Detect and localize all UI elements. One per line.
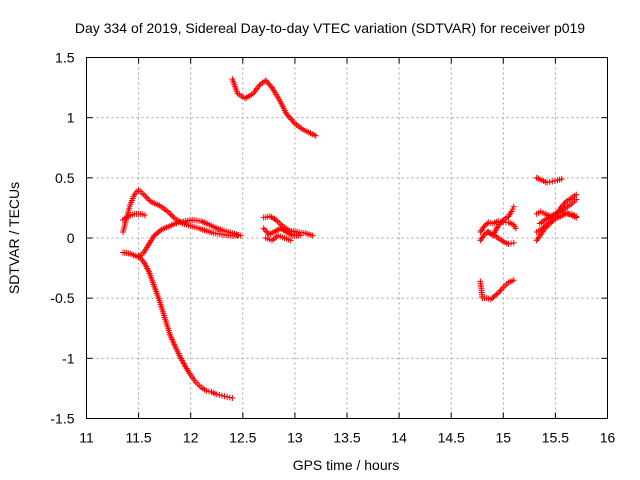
data-point xyxy=(508,240,515,247)
data-point xyxy=(205,388,212,395)
data-point xyxy=(267,83,274,90)
data-point xyxy=(262,77,269,84)
data-point xyxy=(145,196,152,203)
data-point xyxy=(573,191,580,198)
data-point xyxy=(157,227,164,234)
data-point xyxy=(494,290,501,297)
data-point xyxy=(221,393,228,400)
y-tick-label: -1.5 xyxy=(50,411,74,427)
grid xyxy=(86,57,608,419)
y-tick-label: 0 xyxy=(67,230,75,246)
x-tick-label: 12.5 xyxy=(229,430,256,446)
data-point xyxy=(141,212,148,219)
data-point xyxy=(290,119,297,126)
y-tick-label: -0.5 xyxy=(50,290,74,306)
data-point xyxy=(265,80,272,87)
data-point xyxy=(510,277,517,284)
data-point xyxy=(560,209,567,216)
data-point xyxy=(549,178,556,185)
x-tick-label: 11 xyxy=(79,430,94,446)
data-point xyxy=(557,208,564,215)
data-point xyxy=(546,179,553,186)
data-point xyxy=(229,395,236,402)
data-point xyxy=(167,211,174,218)
data-point xyxy=(170,214,177,221)
data-point xyxy=(510,203,517,210)
data-point xyxy=(142,193,149,200)
data-point xyxy=(510,239,517,246)
data-point xyxy=(287,237,294,244)
data-point xyxy=(169,212,176,219)
data-point xyxy=(498,218,505,225)
data-point xyxy=(297,232,304,239)
x-tick-label: 13 xyxy=(287,430,303,446)
data-point xyxy=(260,225,267,232)
y-tick-label: 1 xyxy=(67,110,75,126)
data-point xyxy=(276,219,283,226)
data-marks xyxy=(119,76,580,402)
x-tick-label: 14 xyxy=(391,430,407,446)
data-point xyxy=(573,214,580,221)
data-point xyxy=(218,392,225,399)
x-tick-label: 11.5 xyxy=(125,430,151,446)
data-point xyxy=(551,177,558,184)
data-point xyxy=(224,393,231,400)
y-tick-label: 1.5 xyxy=(55,50,75,66)
data-point xyxy=(216,392,223,399)
x-tick-label: 15 xyxy=(496,430,512,446)
data-point xyxy=(140,191,147,198)
data-point xyxy=(213,391,220,398)
y-axis-label: SDTVAR / TECUs xyxy=(6,182,22,294)
data-point xyxy=(164,208,171,215)
data-point xyxy=(512,225,519,232)
data-point xyxy=(558,176,565,183)
x-tick-label: 16 xyxy=(600,430,616,446)
data-point xyxy=(266,81,273,88)
data-point xyxy=(544,179,551,186)
chart-title: Day 334 of 2019, Sidereal Day-to-day VTE… xyxy=(75,20,585,36)
data-point xyxy=(309,232,316,239)
data-point xyxy=(146,197,153,204)
data-point xyxy=(237,232,244,239)
axis-ticks: 11 11.5 12 12.5 13 13.5 14 14.5 15 15.5 16-1.5-1-0… xyxy=(50,50,615,446)
data-point xyxy=(166,209,173,216)
data-point xyxy=(261,226,268,233)
data-point xyxy=(263,78,270,85)
x-axis-label: GPS time / hours xyxy=(293,457,400,473)
data-point xyxy=(312,132,319,139)
x-tick-label: 13.5 xyxy=(333,430,360,446)
y-tick-label: -1 xyxy=(62,350,75,366)
data-point xyxy=(203,387,210,394)
x-tick-label: 15.5 xyxy=(542,430,569,446)
data-point xyxy=(143,194,150,201)
data-point xyxy=(505,241,512,248)
data-point xyxy=(226,394,233,401)
x-tick-label: 12 xyxy=(183,430,199,446)
y-tick-label: 0.5 xyxy=(55,170,75,186)
x-tick-label: 14.5 xyxy=(438,430,465,446)
data-point xyxy=(484,220,491,227)
